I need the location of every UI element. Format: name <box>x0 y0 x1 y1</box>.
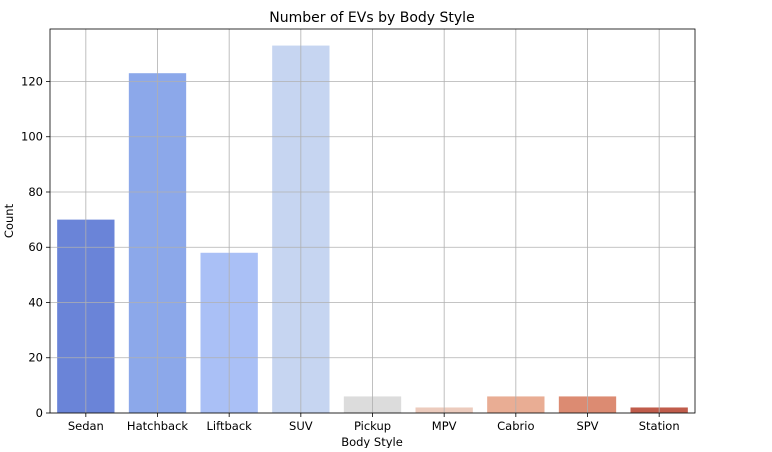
x-tick-label-pickup: Pickup <box>354 419 391 433</box>
y-axis-ticks: 0 20 40 60 80 100 120 <box>21 74 50 420</box>
chart-title: Number of EVs by Body Style <box>269 10 474 26</box>
x-tick-label-suv: SUV <box>289 419 313 433</box>
x-axis-label: Body Style <box>341 435 403 448</box>
x-tick-label-cabrio: Cabrio <box>497 419 534 433</box>
y-tick-label-20: 20 <box>28 351 43 365</box>
y-tick-label-80: 80 <box>28 185 43 199</box>
y-axis-label: Count <box>2 203 16 238</box>
x-tick-label-mpv: MPV <box>432 419 457 433</box>
x-tick-label-sedan: Sedan <box>68 419 104 433</box>
y-tick-label-40: 40 <box>28 295 43 309</box>
x-axis-ticks: Sedan Hatchback Liftback SUV Pickup MPV Cabrio… <box>68 413 680 433</box>
x-tick-label-station: Station <box>639 419 680 433</box>
x-tick-label-spv: SPV <box>576 419 598 433</box>
y-tick-label-100: 100 <box>21 130 43 144</box>
y-tick-label-60: 60 <box>28 240 43 254</box>
x-tick-label-hatchback: Hatchback <box>127 419 188 433</box>
y-tick-label-0: 0 <box>36 406 43 420</box>
y-tick-label-120: 120 <box>21 74 43 88</box>
x-tick-label-liftback: Liftback <box>207 419 253 433</box>
